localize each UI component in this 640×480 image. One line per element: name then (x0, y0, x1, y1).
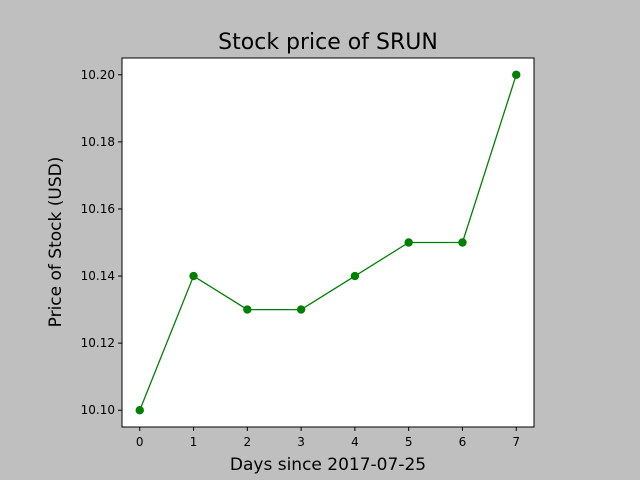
x-tick-label: 3 (297, 435, 305, 449)
y-tick-label: 10.16 (81, 202, 115, 216)
y-tick-label: 10.12 (81, 336, 115, 350)
x-tick-label: 4 (351, 435, 359, 449)
x-axis: 0 1 2 3 4 5 6 7 (136, 427, 520, 449)
data-point (458, 238, 467, 247)
x-tick-label: 2 (244, 435, 252, 449)
y-tick-label: 10.10 (81, 403, 115, 417)
y-tick-label: 10.14 (81, 269, 115, 283)
data-point (296, 305, 306, 314)
data-point (512, 70, 521, 79)
x-axis-label: Days since 2017-07-25 (230, 455, 426, 475)
x-tick-label: 0 (136, 435, 144, 449)
x-tick-label: 7 (512, 435, 520, 449)
plot-area (121, 57, 535, 428)
x-tick-label: 6 (459, 435, 467, 449)
data-point (404, 238, 413, 247)
y-tick-label: 10.20 (81, 68, 115, 82)
series-line (139, 74, 517, 411)
x-tick-label: 1 (190, 435, 198, 449)
chart-title: Stock price of SRUN (218, 30, 438, 55)
data-point (350, 271, 360, 281)
y-tick-label: 10.18 (81, 135, 115, 149)
data-point (135, 406, 144, 415)
y-axis: 10.10 10.12 10.14 10.16 10.18 10.20 (81, 68, 122, 417)
series-stock-price (135, 70, 521, 415)
y-axis-label: Price of Stock (USD) (46, 157, 66, 328)
x-tick-label: 5 (405, 435, 413, 449)
data-point (243, 305, 252, 314)
data-point (189, 271, 198, 281)
